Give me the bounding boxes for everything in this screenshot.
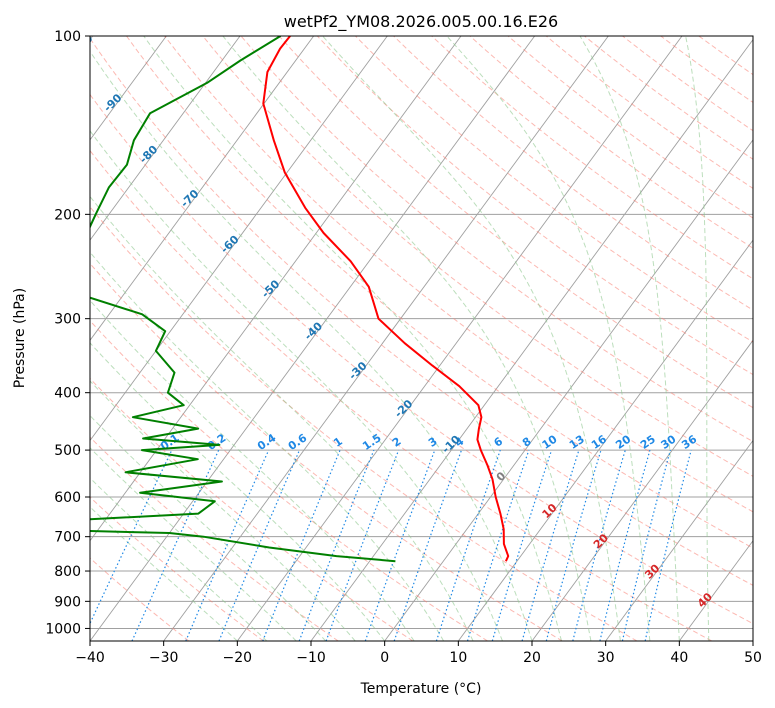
x-tick-label: 50	[744, 650, 762, 666]
x-tick-label: −30	[149, 650, 179, 666]
dry-adiabat-line	[393, 36, 753, 311]
y-tick-label: 100	[54, 29, 81, 45]
mixing-ratio-line	[466, 449, 530, 641]
moist-adiabat-line	[322, 36, 621, 641]
isotherm-line	[384, 139, 753, 641]
y-tick-label: 900	[54, 594, 81, 610]
dry-adiabat-line	[90, 149, 712, 641]
x-tick-label: 10	[449, 650, 467, 666]
isotherm-line	[90, 36, 167, 141]
mixing-ratio-line	[521, 449, 580, 641]
dry-adiabat-line	[278, 36, 753, 409]
dry-adiabat-line	[126, 36, 753, 549]
isotherm-line	[236, 36, 683, 641]
y-tick-label: 500	[54, 443, 81, 459]
x-tick-label: 30	[597, 650, 615, 666]
mixing-ratio-line	[435, 449, 501, 641]
y-tick-label: 800	[54, 564, 81, 580]
moist-adiabat-line	[90, 380, 356, 641]
moist-adiabat-line	[90, 299, 415, 641]
y-tick-label: 200	[54, 207, 81, 223]
isotherm-line	[310, 38, 753, 641]
x-axis-label: Temperature (°C)	[360, 681, 482, 697]
mixing-ratio-line	[185, 449, 270, 641]
axes: −40 −30 −20 −10 0 10 20 30 40 50 100 200 300 400 500 60…	[45, 29, 762, 666]
y-tick-label: 700	[54, 530, 81, 546]
moist-adiabat-line	[90, 50, 533, 641]
mixing-ratio-line	[218, 449, 301, 641]
dry-adiabat-line	[469, 36, 753, 249]
dewpoint-profile-line	[90, 36, 396, 563]
dry-adiabat-line	[240, 36, 753, 443]
isotherm-line	[90, 36, 388, 442]
isotherm-line	[163, 36, 609, 641]
y-tick-label: 300	[54, 312, 81, 328]
moist-adiabat-line	[90, 447, 297, 641]
isotherm-line	[457, 239, 753, 641]
x-tick-label: 0	[380, 650, 389, 666]
temperature-profile-line	[262, 36, 510, 562]
moist-adiabat-line	[90, 195, 474, 641]
mixing-ratio-line	[545, 449, 602, 641]
dry-adiabat-line	[545, 36, 753, 189]
x-tick-label: −20	[223, 650, 253, 666]
moist-adiabat-line	[90, 251, 445, 641]
chart-title: wetPf2_YM08.2026.005.00.16.E26	[284, 12, 558, 32]
y-tick-label: 400	[54, 386, 81, 402]
mixing-ratio-line	[621, 449, 671, 641]
y-tick-label: 600	[54, 490, 81, 506]
moist-adiabat-line	[685, 36, 710, 641]
mixing-ratio-line	[90, 449, 173, 625]
dry-adiabat-line	[584, 36, 753, 160]
dry-adiabat-line	[90, 319, 488, 641]
mixing-ratio-line	[644, 449, 692, 641]
dry-adiabat-line	[202, 36, 753, 477]
moist-adiabat-line	[222, 36, 592, 641]
y-axis-label: Pressure (hPa)	[12, 288, 28, 388]
dry-adiabat-line	[164, 36, 753, 513]
isotherm-line	[90, 36, 315, 342]
moist-adiabat-line	[90, 414, 327, 641]
x-tick-label: −10	[296, 650, 326, 666]
y-tick-label: 1000	[45, 621, 81, 637]
x-tick-label: 20	[523, 650, 541, 666]
dry-adiabat-line	[316, 36, 753, 376]
moist-adiabat-line	[90, 130, 503, 641]
moist-adiabat-line	[579, 36, 680, 641]
dry-adiabat-line	[90, 496, 264, 641]
dry-adiabat-line	[90, 37, 753, 586]
mixing-ratio-line	[393, 449, 463, 641]
dry-adiabat-line	[355, 36, 753, 343]
plot-frame	[89, 35, 754, 642]
mixing-ratio-line	[572, 449, 626, 641]
dry-adiabat-line	[90, 262, 563, 641]
moist-adiabat-line	[143, 36, 562, 641]
isotherm-line	[605, 439, 753, 641]
x-tick-label: −40	[75, 650, 105, 666]
mixing-ratio-line	[364, 449, 436, 641]
dry-adiabat-line	[90, 206, 638, 641]
isotherm-line	[531, 339, 753, 641]
mixing-ratio-line	[599, 449, 651, 641]
mixing-ratio-line	[491, 449, 553, 641]
isotherm-line	[90, 36, 241, 241]
x-tick-label: 40	[670, 650, 688, 666]
moist-adiabat-line	[446, 36, 651, 641]
isotherm-line	[90, 36, 536, 641]
mixing-ratio-line	[131, 449, 220, 641]
